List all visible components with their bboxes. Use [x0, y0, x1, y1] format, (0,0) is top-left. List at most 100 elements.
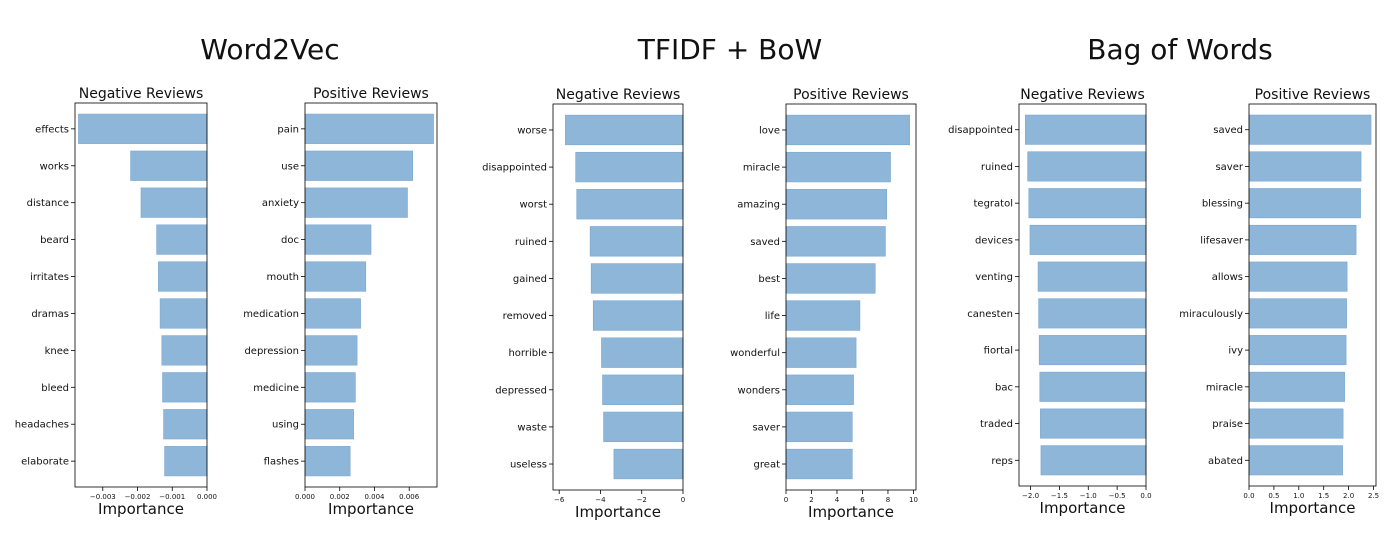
bar	[1039, 371, 1147, 402]
x-tick-label: 0.000	[197, 493, 217, 501]
bar	[304, 187, 408, 218]
bar	[140, 187, 208, 218]
x-tick-label: 0.5	[1268, 492, 1279, 500]
bar	[304, 224, 372, 255]
panel-title: Negative Reviews	[556, 87, 681, 103]
category-label: life	[765, 311, 780, 322]
category-label: mouth	[267, 272, 299, 283]
x-tick-label: 8	[886, 496, 890, 504]
bar	[785, 300, 861, 331]
bar	[1027, 151, 1147, 182]
bar	[1248, 335, 1347, 366]
bar	[162, 372, 208, 403]
bar	[785, 114, 910, 146]
bar	[304, 372, 356, 403]
bar	[156, 224, 208, 255]
category-label: ruined	[515, 237, 547, 248]
x-axis-label: Importance	[1270, 499, 1356, 517]
category-label: canesten	[967, 309, 1013, 320]
category-label: allows	[1212, 272, 1243, 283]
bar	[603, 411, 684, 443]
bar	[1037, 261, 1147, 292]
x-tick-label: 2.0	[1343, 492, 1354, 500]
bar	[1040, 445, 1147, 476]
bar	[576, 189, 684, 220]
category-label: depression	[244, 346, 299, 357]
x-tick-label: 1.5	[1318, 492, 1329, 500]
category-label: saved	[750, 237, 780, 248]
category-label: elaborate	[21, 457, 69, 468]
bar	[304, 113, 434, 144]
group-title-bag-of-words: Bag of Words	[1087, 33, 1273, 66]
category-label: irritates	[30, 272, 69, 283]
bar	[785, 189, 887, 220]
bar	[590, 263, 684, 294]
category-label: bac	[995, 382, 1013, 393]
x-axis-label: Importance	[98, 500, 184, 518]
category-label: disappointed	[948, 125, 1013, 136]
x-tick-label: −4	[595, 496, 606, 504]
category-label: saver	[1215, 162, 1243, 173]
x-tick-label: −2	[637, 496, 647, 504]
category-label: effects	[35, 124, 69, 135]
bar	[304, 150, 413, 181]
bar	[78, 113, 208, 144]
axes-frame	[1018, 103, 1147, 487]
bar	[613, 448, 684, 480]
category-label: useless	[510, 460, 547, 471]
x-tick-label: −6	[554, 496, 565, 504]
category-label: depressed	[495, 385, 547, 396]
panel-title: Negative Reviews	[79, 86, 204, 102]
bar	[785, 151, 891, 183]
category-label: miracle	[743, 163, 780, 174]
bar	[1248, 114, 1372, 145]
bar	[1248, 261, 1348, 292]
bar	[161, 335, 208, 366]
category-label: saved	[1213, 125, 1243, 136]
panel-title: Negative Reviews	[1020, 87, 1145, 103]
category-label: reps	[991, 456, 1013, 467]
x-tick-label: −1.0	[1080, 492, 1097, 500]
bar	[1028, 188, 1147, 219]
category-label: use	[281, 161, 299, 172]
category-label: medicine	[253, 383, 299, 394]
x-tick-label: 0.0	[1243, 492, 1254, 500]
x-tick-label: 4	[835, 496, 840, 504]
bar	[601, 337, 684, 368]
axes-frame	[74, 102, 208, 488]
bar	[1248, 371, 1345, 402]
category-label: love	[759, 125, 780, 136]
bar	[1248, 445, 1343, 476]
x-tick-label: 0.006	[399, 493, 420, 501]
category-label: gained	[513, 274, 547, 285]
x-axis-label: Importance	[575, 503, 661, 521]
category-label: distance	[27, 198, 69, 209]
x-tick-label: 1.0	[1293, 492, 1304, 500]
category-label: venting	[975, 272, 1013, 283]
category-label: doc	[281, 235, 299, 246]
x-tick-label: 0.002	[330, 493, 350, 501]
category-label: lifesaver	[1200, 235, 1244, 246]
group-title-word2vec: Word2Vec	[200, 33, 340, 66]
category-label: removed	[503, 311, 547, 322]
bar	[1038, 335, 1147, 366]
bar	[1248, 298, 1347, 329]
category-label: blessing	[1202, 199, 1243, 210]
category-label: miracle	[1206, 382, 1243, 393]
bar	[602, 374, 684, 405]
category-label: bleed	[41, 383, 69, 394]
category-label: using	[272, 420, 299, 431]
x-tick-label: 2.5	[1368, 492, 1379, 500]
bar	[785, 448, 853, 480]
category-label: headaches	[15, 420, 69, 431]
bar	[304, 335, 358, 366]
bar	[304, 298, 361, 329]
category-label: ivy	[1228, 346, 1243, 357]
category-label: great	[754, 460, 781, 471]
group-title-tfidf-bow: TFIDF + BoW	[637, 33, 823, 66]
x-tick-label: 0.004	[364, 493, 385, 501]
x-tick-label: 6	[860, 496, 865, 504]
category-label: knee	[45, 346, 69, 357]
bar	[1248, 408, 1344, 439]
